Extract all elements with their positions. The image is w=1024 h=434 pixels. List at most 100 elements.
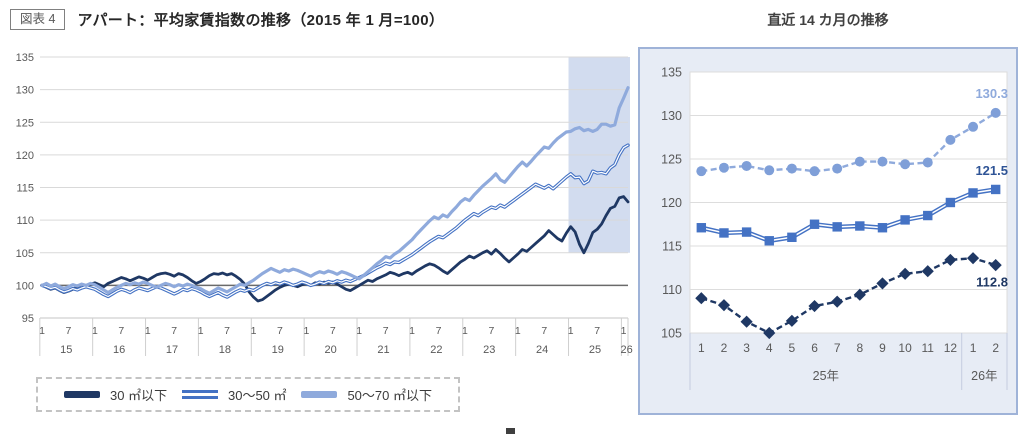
- y-tick-label: 120: [16, 150, 34, 162]
- y-tick-label: 115: [662, 240, 682, 254]
- year-tick-label: 15: [60, 344, 72, 356]
- month-tick-label: 10: [898, 341, 912, 355]
- marker-square: [787, 232, 797, 242]
- year-tick-label: 25: [589, 344, 601, 356]
- month-tick-label: 1: [515, 325, 521, 337]
- marker-circle: [945, 134, 956, 145]
- month-tick-label: 7: [224, 325, 230, 337]
- marker-square: [832, 222, 842, 232]
- month-tick-label: 7: [436, 325, 442, 337]
- figure-label: 図表 4: [10, 9, 66, 30]
- recent-chart-panel: 105 110 115 120 125 130 135 1 2 3 4 5 6 7 8 9 10 11 12 1 2 25…: [638, 47, 1018, 415]
- year-tick-label: 19: [272, 344, 284, 356]
- month-tick-label: 1: [145, 325, 151, 337]
- year-tick-label: 26: [621, 344, 633, 356]
- legend-label: 50～70 ㎡以下: [347, 388, 432, 403]
- year-tick-label: 17: [166, 344, 178, 356]
- marker-square: [990, 184, 1001, 195]
- marker-square: [764, 236, 774, 246]
- marker-square: [877, 223, 888, 233]
- marker-square: [900, 215, 910, 225]
- marker-diamond: [989, 259, 1002, 272]
- marker-circle: [832, 163, 843, 174]
- month-tick-label: 1: [303, 325, 309, 337]
- month-tick-label: 1: [198, 325, 204, 337]
- month-tick-label: 1: [970, 341, 977, 355]
- month-tick-label: 1: [92, 325, 98, 337]
- marker-square: [696, 223, 707, 233]
- y-tick-label: 95: [22, 313, 34, 325]
- marker-circle: [786, 163, 797, 174]
- month-tick-label: 1: [251, 325, 257, 337]
- month-tick-label: 7: [834, 341, 841, 355]
- marker-square: [719, 228, 729, 238]
- year-tick-label: 20: [324, 344, 336, 356]
- y-tick-label: 120: [661, 196, 682, 210]
- y-tick-label: 135: [16, 52, 34, 64]
- marker-circle: [877, 156, 888, 167]
- year-group-label: 26年: [971, 369, 997, 383]
- month-tick-label: 7: [383, 325, 389, 337]
- chart-title: アパート：平均家賃指数の推移（2015 年 1 月=100）: [77, 12, 445, 29]
- y-tick-label: 110: [16, 215, 34, 227]
- year-group-label: 25年: [813, 369, 839, 383]
- marker-square: [968, 188, 978, 198]
- month-tick-label: 8: [856, 341, 863, 355]
- marker-circle: [696, 166, 707, 177]
- marker-square: [923, 210, 933, 221]
- navy-line-swatch: [64, 391, 100, 398]
- year-tick-label: 21: [377, 344, 389, 356]
- marker-circle: [854, 156, 865, 167]
- month-tick-label: 6: [811, 341, 818, 355]
- year-tick-label: 23: [483, 344, 495, 356]
- marker-circle: [968, 121, 979, 132]
- series-30～50 ㎡-core: [41, 144, 629, 298]
- marker-circle: [900, 159, 911, 170]
- month-tick-label: 3: [743, 341, 750, 355]
- data-label-121.5: 121.5: [975, 163, 1008, 178]
- month-tick-label: 1: [356, 325, 362, 337]
- year-tick-label: 22: [430, 344, 442, 356]
- legend-label: 30～50 ㎡: [227, 388, 287, 403]
- month-tick-label: 12: [944, 341, 958, 355]
- month-tick-label: 7: [118, 325, 124, 337]
- month-tick-label: 7: [541, 325, 547, 337]
- month-tick-label: 2: [992, 341, 999, 355]
- year-tick-label: 16: [113, 344, 125, 356]
- series-50～70 ㎡以下: [40, 86, 630, 295]
- marker-diamond: [921, 265, 934, 278]
- marker-circle: [764, 165, 775, 176]
- month-tick-label: 11: [922, 341, 935, 355]
- legend-item-50-70sqm: 50～70 ㎡以下: [301, 385, 432, 404]
- marker-square: [855, 221, 865, 231]
- figure-header: 図表 4 アパート：平均家賃指数の推移（2015 年 1 月=100）: [10, 9, 444, 30]
- month-tick-label: 7: [488, 325, 494, 337]
- y-tick-label: 105: [661, 327, 682, 341]
- marker-diamond: [853, 288, 866, 301]
- month-tick-label: 7: [594, 325, 600, 337]
- marker-circle: [990, 107, 1001, 118]
- y-tick-label: 130: [16, 85, 34, 97]
- marker-circle: [809, 166, 820, 177]
- y-tick-label: 115: [16, 183, 34, 195]
- month-tick-label: 2: [721, 341, 728, 355]
- legend-item-30sqm-under: 30 ㎡以下: [64, 385, 167, 404]
- legend: 30 ㎡以下 30～50 ㎡ 50～70 ㎡以下: [36, 377, 460, 412]
- y-tick-label: 100: [16, 280, 34, 292]
- cropped-footer-glyph: [506, 428, 515, 434]
- month-tick-label: 1: [409, 325, 415, 337]
- data-label-130.3: 130.3: [975, 86, 1008, 101]
- month-tick-label: 7: [277, 325, 283, 337]
- month-tick-label: 5: [789, 341, 796, 355]
- marker-diamond: [831, 295, 844, 308]
- marker-diamond: [944, 253, 957, 267]
- month-tick-label: 1: [462, 325, 468, 337]
- blue-double-line-swatch: [181, 390, 218, 399]
- month-tick-label: 4: [766, 341, 773, 355]
- y-tick-label: 130: [661, 109, 682, 123]
- recent-chart-title: 直近 14 カ月の推移: [767, 12, 889, 28]
- marker-square: [741, 227, 752, 237]
